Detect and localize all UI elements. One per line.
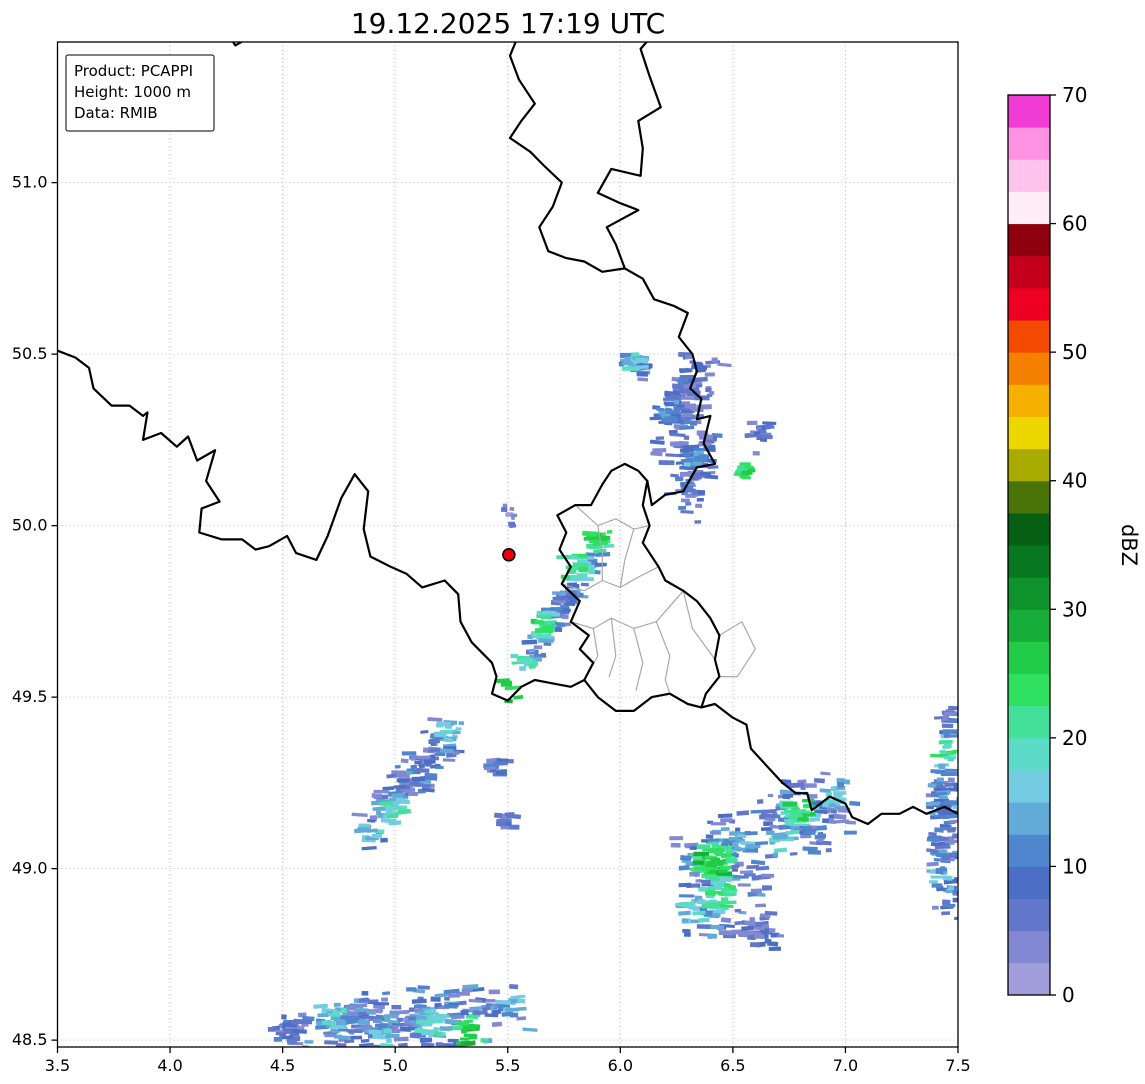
colorbar-frame [1007, 94, 1051, 996]
national-borders [57, 42, 958, 826]
plot-frame [56, 41, 959, 1048]
y-tick-label: 51.0 [12, 173, 48, 192]
x-tick-label: 4.0 [157, 1056, 182, 1075]
colorbar-tick-label: 30 [1062, 597, 1087, 621]
info-line-product: Product: PCAPPI [74, 62, 193, 80]
colorbar-tick-label: 60 [1062, 212, 1087, 236]
colorbar-tick-label: 50 [1062, 340, 1087, 364]
x-tick-label: 5.0 [382, 1056, 407, 1075]
x-tick-label: 4.5 [270, 1056, 295, 1075]
y-tick-label: 50.5 [12, 344, 48, 363]
colorbar-layer: 0 10 20 30 40 50 60 70 [1007, 83, 1087, 1007]
info-box-frame [65, 54, 215, 132]
radar-echoes [267, 352, 958, 1047]
x-tick-label: 7.0 [833, 1056, 858, 1075]
colorbar-tick-label: 20 [1062, 726, 1087, 750]
radar-station-marker [502, 548, 516, 562]
y-tick-label: 49.5 [12, 687, 48, 706]
info-box: Product: PCAPPI Height: 1000 m Data: RMI… [65, 54, 215, 132]
gridlines [57, 42, 959, 1047]
x-tick-label: 7.5 [945, 1056, 970, 1075]
plot-title: 19.12.2025 17:19 UTC [351, 7, 665, 40]
colorbar-tick-label: 10 [1062, 854, 1087, 878]
colorbar-axis-label: dBZ [1117, 524, 1141, 566]
colorbar: 0 10 20 30 40 50 60 70 [1007, 83, 1087, 1007]
y-tick-label: 49.0 [12, 859, 48, 878]
x-tick-label: 5.5 [495, 1056, 520, 1075]
map-plot-layer: 3.5 4.0 4.5 5.0 5.5 6.0 6.5 7.0 7.5 48.5 49.0 49.5 5… [12, 41, 971, 1075]
x-tick-label: 3.5 [45, 1056, 70, 1075]
colorbar-tick-label: 0 [1062, 983, 1075, 1007]
colorbar-tick-label: 70 [1062, 83, 1087, 107]
axis-ticks: 3.5 4.0 4.5 5.0 5.5 6.0 6.5 7.0 7.5 48.5 49.0 49.5 5… [12, 173, 971, 1075]
colorbar-tick-label: 40 [1062, 469, 1087, 493]
x-tick-label: 6.0 [608, 1056, 633, 1075]
info-line-height: Height: 1000 m [74, 83, 191, 101]
x-tick-label: 6.5 [720, 1056, 745, 1075]
info-line-data: Data: RMIB [74, 104, 158, 122]
y-tick-label: 50.0 [12, 516, 48, 535]
y-tick-label: 48.5 [12, 1030, 48, 1049]
